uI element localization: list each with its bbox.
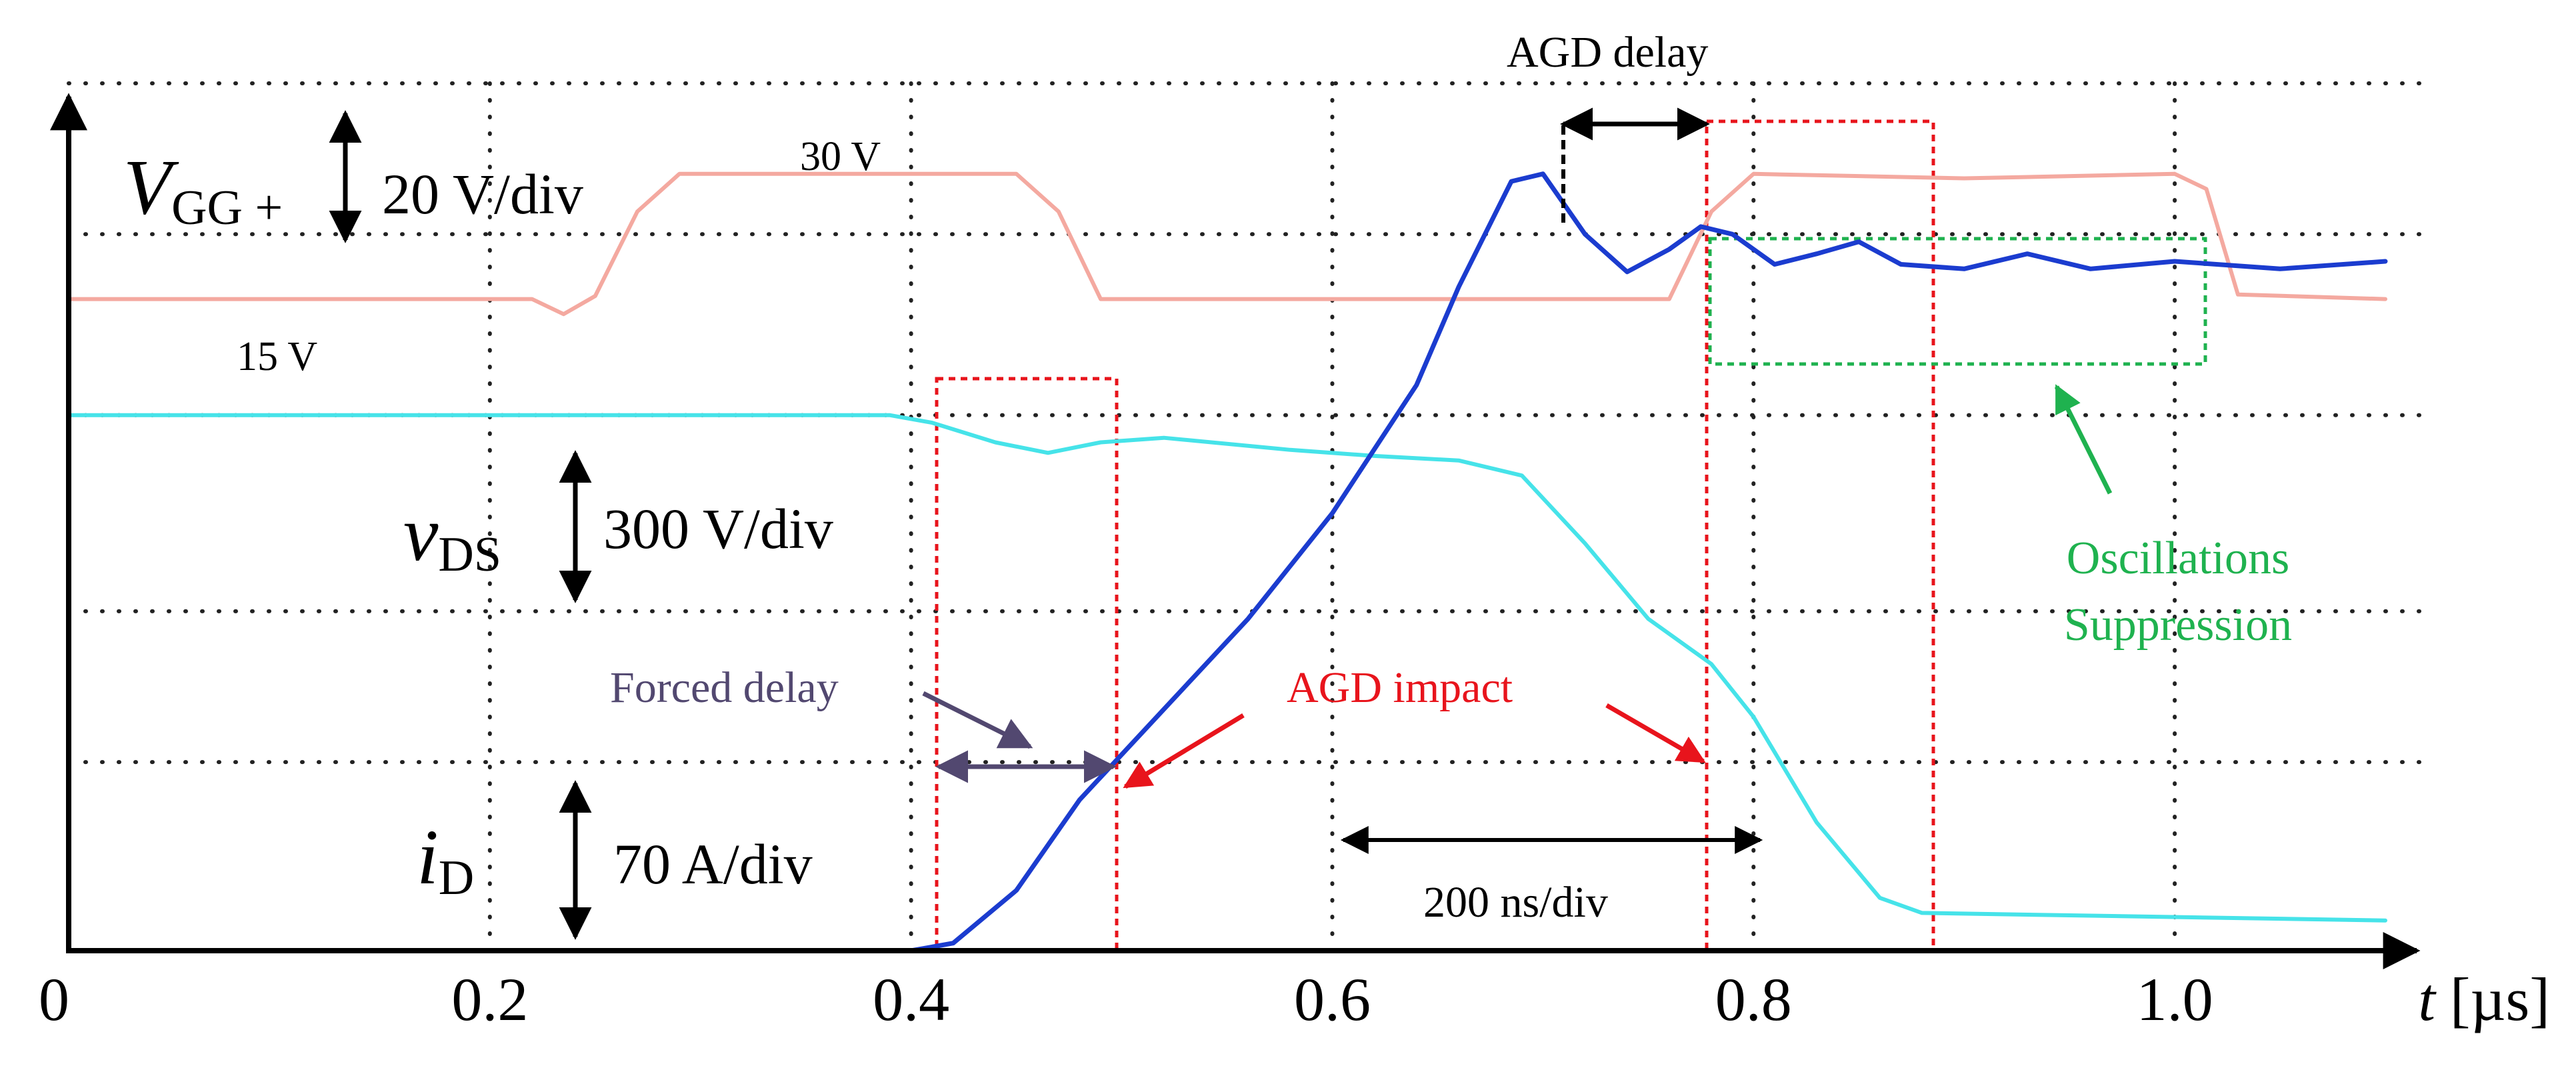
x-tick-labels: 0 0.2 0.4 0.6 0.8 1.0 (39, 965, 2213, 1033)
series-line-v-ds (67, 413, 2387, 923)
oscillations-arrow (2054, 384, 2113, 495)
waveforms (67, 171, 2388, 953)
agd-impact-label: AGD impact (1287, 663, 1513, 712)
agd-impact-arrow-left (1123, 713, 1245, 789)
vds-subscript: DS (438, 527, 501, 582)
id-label: iD (417, 813, 474, 905)
series-line-v-gg- (67, 171, 2387, 317)
x-tick-label: 0.2 (451, 965, 528, 1033)
red-box-forced-delay (935, 377, 1119, 953)
green-box-oscillations (1708, 237, 2207, 366)
id-subscript: D (439, 851, 474, 905)
x-tick-label: 0 (39, 965, 69, 1033)
vgg-scale: 20 V/div (382, 162, 583, 226)
x-axis-var: t (2418, 965, 2437, 1033)
vgg-subscript: GG + (171, 181, 283, 235)
id-scale: 70 A/div (613, 832, 813, 896)
agd-impact-arrow-right (1605, 703, 1706, 764)
forced-delay-pointer (922, 691, 1033, 749)
oscillations-label: Oscillations Suppression (2064, 533, 2292, 651)
x-tick-label: 0.6 (1294, 965, 1371, 1033)
vgg-low-label: 15 V (237, 334, 317, 379)
forced-delay-label: Forced delay (610, 663, 839, 712)
vds-symbol: v (403, 490, 439, 577)
x-axis-label: t [µs] (2418, 965, 2550, 1033)
x-tick-label: 0.8 (1715, 965, 1792, 1033)
x-tick-label: 0.4 (873, 965, 949, 1033)
vds-scale: 300 V/div (603, 497, 833, 561)
vgg-symbol: V (123, 143, 179, 231)
vds-label: vDS (403, 490, 501, 582)
time-div-label: 200 ns/div (1423, 878, 1608, 927)
series-line-i-d (909, 171, 2388, 953)
vgg-label: VGG + (123, 143, 283, 235)
agd-delay-label: AGD delay (1507, 28, 1708, 77)
oscillations-line2: Suppression (2064, 599, 2292, 651)
x-tick-label: 1.0 (2137, 965, 2213, 1033)
grid (67, 81, 2427, 953)
id-symbol: i (417, 813, 439, 901)
x-axis-unit: [µs] (2450, 965, 2550, 1033)
vgg-high-label: 30 V (800, 134, 881, 179)
oscillations-line1: Oscillations (2067, 533, 2289, 584)
